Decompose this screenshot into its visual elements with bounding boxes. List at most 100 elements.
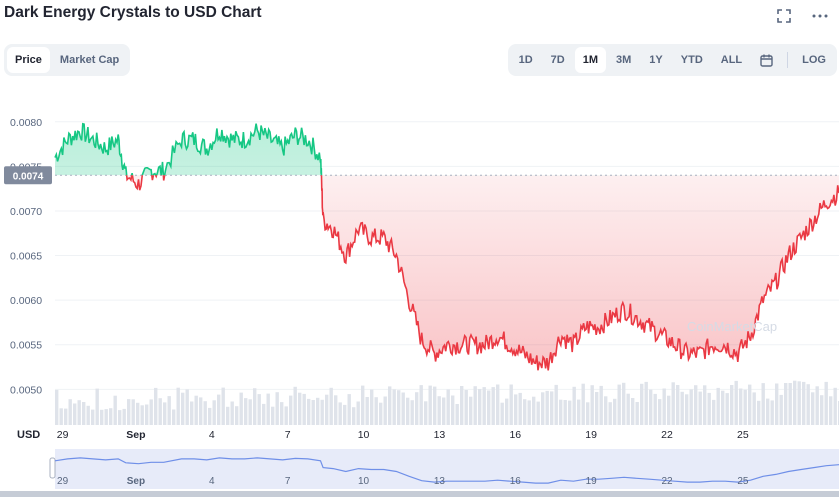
- volume-bar: [415, 392, 419, 425]
- x-tick-label: 29: [57, 429, 69, 441]
- volume-bar: [676, 385, 680, 425]
- volume-bar: [419, 385, 423, 425]
- range-3m[interactable]: 3M: [616, 54, 632, 66]
- volume-bar: [118, 410, 122, 425]
- fullscreen-icon[interactable]: [773, 6, 795, 26]
- range-1m[interactable]: 1M: [574, 47, 607, 73]
- volume-bar: [730, 385, 734, 425]
- calendar-icon[interactable]: [752, 47, 781, 73]
- volume-bar: [518, 392, 522, 425]
- volume-bar: [199, 397, 203, 425]
- currency-label: USD: [17, 429, 40, 441]
- volume-bar: [748, 384, 752, 425]
- navigator-tick-label: 25: [737, 476, 749, 487]
- volume-bar: [833, 387, 837, 425]
- x-tick-label: 10: [358, 429, 370, 441]
- volume-bar: [725, 393, 729, 425]
- volume-bar: [752, 392, 756, 425]
- volume-bar: [95, 388, 99, 425]
- volume-bar: [104, 409, 108, 425]
- volume-bar: [644, 381, 648, 425]
- baseline-badge-bg: [4, 166, 52, 185]
- volume-bar: [536, 401, 540, 425]
- tab-price[interactable]: Price: [7, 47, 50, 73]
- volume-bar: [374, 397, 378, 425]
- metric-toggle: Price Market Cap: [4, 44, 131, 76]
- volume-bar: [163, 402, 167, 425]
- volume-bar: [820, 395, 824, 425]
- navigator-tick-label: 19: [586, 476, 598, 487]
- volume-bar: [343, 404, 347, 425]
- x-tick-label: 4: [209, 429, 215, 441]
- volume-bar: [496, 384, 500, 425]
- volume-bar: [806, 384, 810, 425]
- navigator-tick-label: 7: [285, 476, 291, 487]
- volume-bar: [280, 402, 284, 425]
- navigator-tick-label: 10: [358, 476, 370, 487]
- volume-bar: [541, 392, 545, 425]
- horizontal-scrollbar[interactable]: [0, 491, 839, 497]
- x-tick-label: 13: [434, 429, 446, 441]
- volume-bar: [181, 392, 185, 425]
- range-all[interactable]: ALL: [720, 54, 743, 66]
- volume-bar: [559, 399, 563, 425]
- volume-bar: [608, 402, 612, 425]
- tab-market-cap[interactable]: Market Cap: [59, 54, 120, 66]
- x-tick-label: 16: [509, 429, 521, 441]
- volume-bar: [379, 402, 383, 425]
- navigator-line: [54, 457, 839, 484]
- price-line-below: [125, 175, 839, 371]
- x-tick-label: 7: [285, 429, 291, 441]
- volume-bar: [401, 392, 405, 425]
- volume-bar: [469, 396, 473, 425]
- range-1y[interactable]: 1Y: [649, 54, 663, 66]
- navigator-window: [55, 449, 839, 489]
- volume-bar: [478, 389, 482, 425]
- range-ytd[interactable]: YTD: [680, 54, 703, 66]
- volume-bar: [91, 409, 95, 425]
- volume-bar: [302, 393, 306, 425]
- more-dots-icon[interactable]: [809, 6, 831, 26]
- volume-bar: [599, 385, 603, 425]
- volume-bar: [149, 399, 153, 425]
- navigator[interactable]: 29 Sep 4 7 10 13 16 19 22 25: [49, 449, 839, 489]
- volume-bar: [442, 397, 446, 425]
- volume-bar: [433, 386, 437, 425]
- area-below-baseline: [126, 175, 839, 371]
- volume-bar: [491, 387, 495, 425]
- volume-bar: [293, 386, 297, 425]
- volume-bar: [320, 399, 324, 425]
- volume-bar: [797, 381, 801, 425]
- y-axis-ticks: 0.00500.00550.00600.00650.00700.00750.00…: [10, 117, 42, 397]
- volume-bar: [257, 394, 261, 425]
- volume-bar: [455, 404, 459, 425]
- volume-bar: [554, 384, 558, 425]
- volume-bar: [626, 393, 630, 425]
- navigator-tick-label: Sep: [127, 476, 145, 487]
- volume-bar: [226, 406, 230, 425]
- range-1d[interactable]: 1D: [518, 54, 533, 66]
- toolbar-divider: [787, 52, 789, 68]
- volume-bar: [68, 399, 72, 425]
- volume-bar: [248, 399, 252, 425]
- range-toggle: 1D 7D 1M 3M 1Y YTD ALL LOG: [507, 44, 837, 76]
- volume-bar: [734, 380, 738, 425]
- navigator-tick-label: 13: [434, 476, 446, 487]
- volume-bar: [604, 396, 608, 425]
- volume-bar: [356, 401, 360, 425]
- volume-bar: [113, 395, 117, 425]
- volume-bar: [550, 391, 554, 425]
- volume-bar: [680, 391, 684, 425]
- volume-bar: [158, 398, 162, 425]
- volume-bar: [523, 399, 527, 425]
- log-scale-toggle[interactable]: LOG: [802, 54, 826, 66]
- range-7d[interactable]: 7D: [550, 54, 565, 66]
- volume-bar: [266, 393, 270, 425]
- navigator-handle-left[interactable]: [49, 457, 56, 479]
- volume-bar: [577, 399, 581, 425]
- volume-bar: [595, 392, 599, 425]
- volume-bar: [631, 398, 635, 425]
- volume-bar: [527, 400, 531, 425]
- volume-bar: [586, 402, 590, 425]
